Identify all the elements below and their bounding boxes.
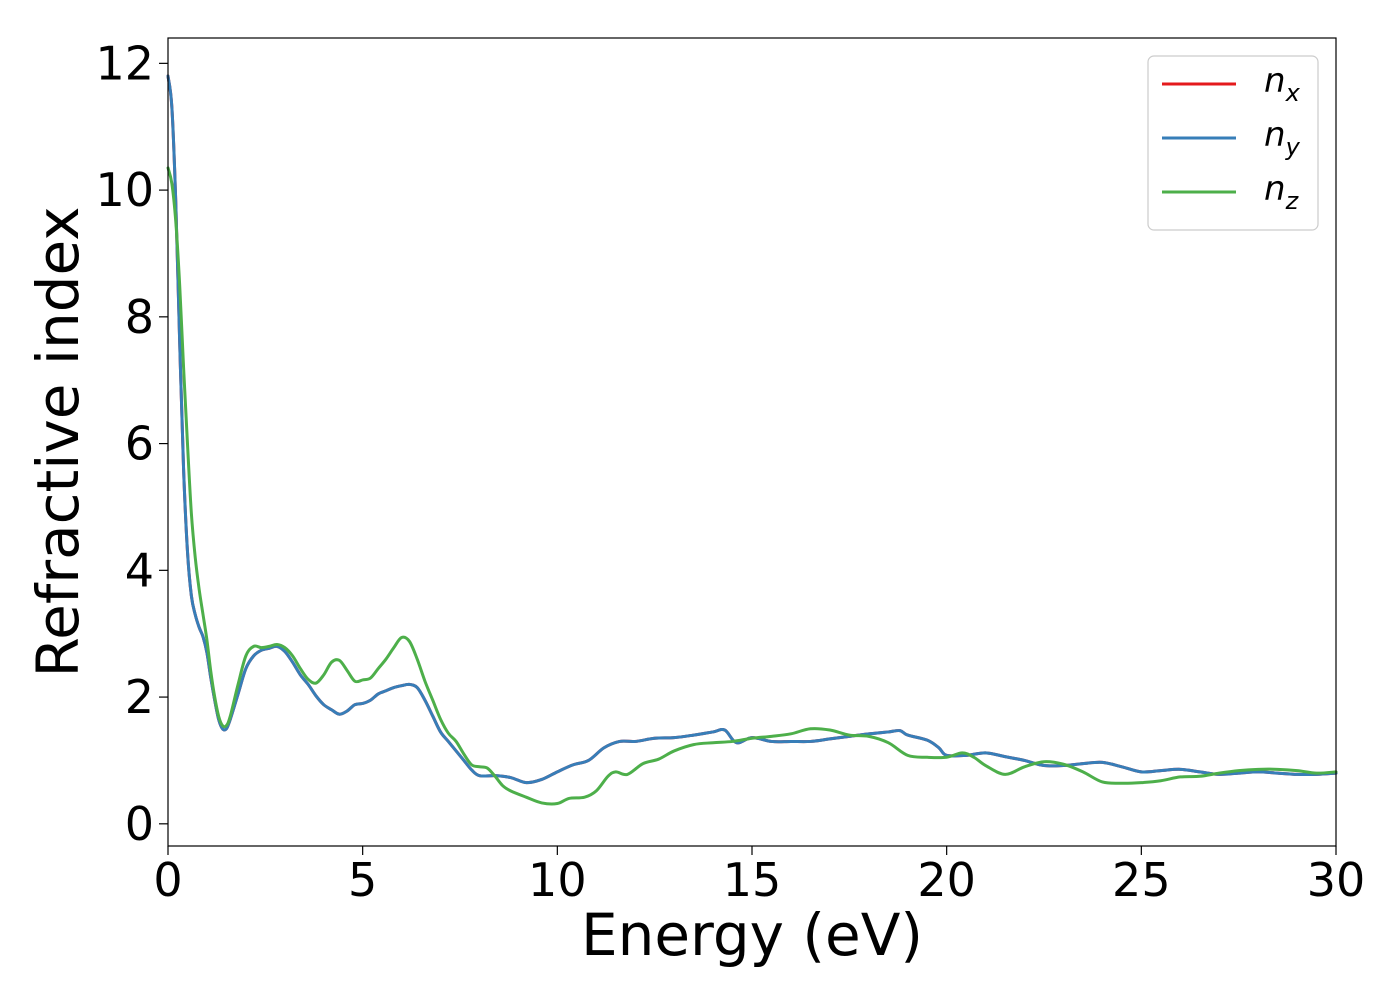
series-line-z	[166, 166, 1338, 806]
axis-ticks: 0 5 10 15 20 25 30 0 2 4 6 8 10 12	[95, 36, 1365, 907]
x-tick-label: 20	[917, 853, 976, 907]
x-tick-label: 5	[348, 853, 377, 907]
series-line-y	[166, 74, 1338, 785]
y-tick-label: 12	[95, 36, 154, 90]
y-tick-label: 6	[125, 417, 154, 471]
x-tick-label: 15	[723, 853, 782, 907]
x-axis-title: Energy (eV)	[581, 901, 923, 969]
y-tick-label: 10	[95, 163, 154, 217]
legend-box	[1147, 55, 1319, 231]
x-tick-label: 10	[528, 853, 587, 907]
x-tick-label: 30	[1307, 853, 1366, 907]
y-tick-label: 4	[125, 543, 154, 597]
y-tick-label: 2	[125, 670, 154, 724]
y-tick-label: 8	[125, 290, 154, 344]
x-tick-label: 25	[1112, 853, 1171, 907]
y-tick-label: 0	[125, 797, 154, 851]
series-lines	[166, 74, 1338, 806]
y-axis-title: Refractive index	[24, 206, 92, 677]
x-tick-label: 0	[153, 853, 182, 907]
